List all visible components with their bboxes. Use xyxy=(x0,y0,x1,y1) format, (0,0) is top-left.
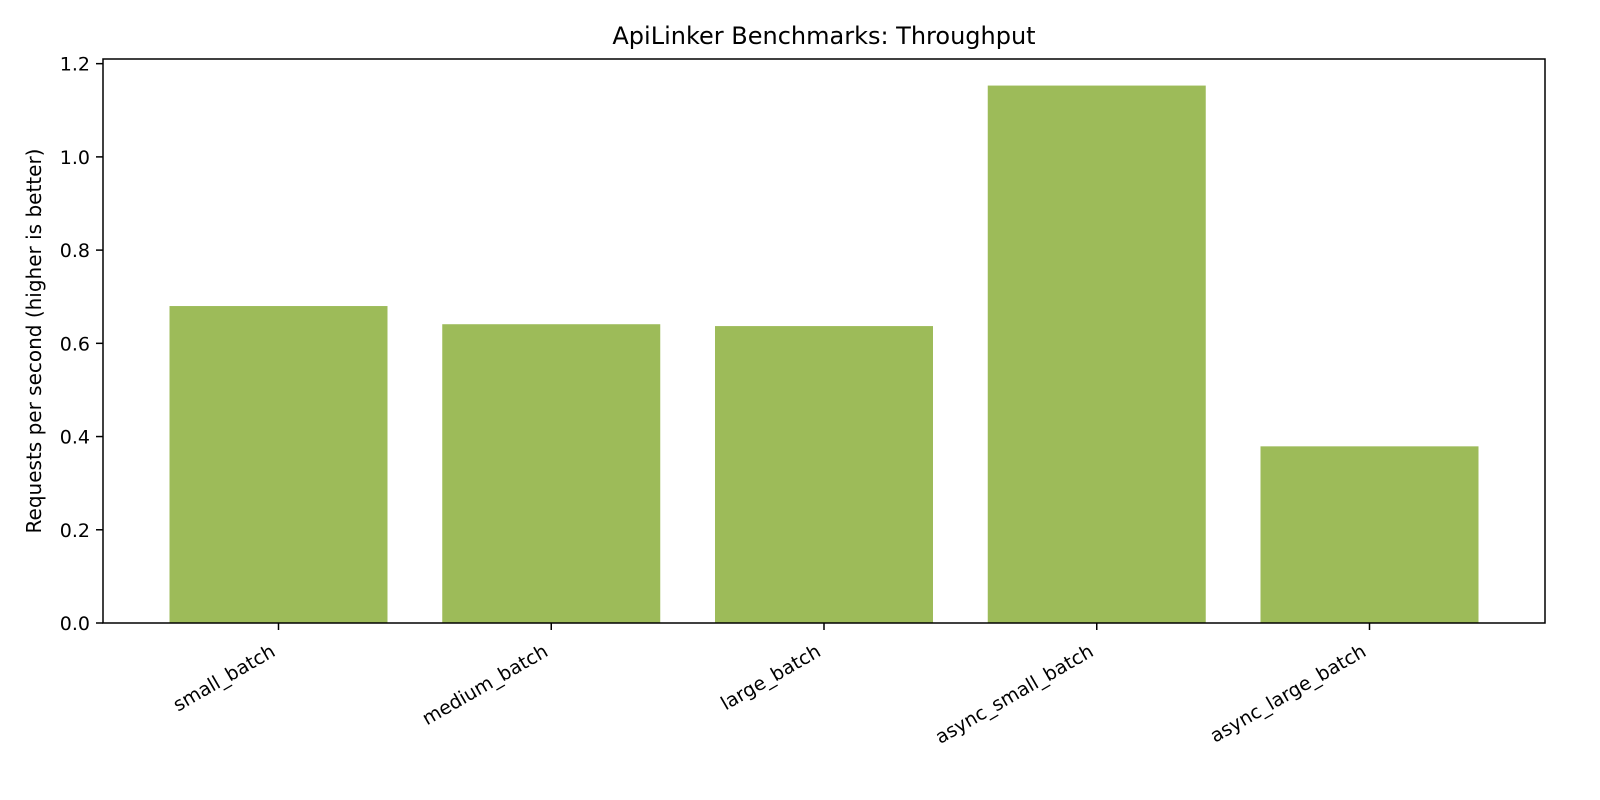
y-tick-label: 0.0 xyxy=(60,613,90,635)
bar-async-large-batch xyxy=(1260,446,1479,623)
x-tick-label: medium_batch xyxy=(418,640,551,730)
y-tick-label: 1.2 xyxy=(60,54,90,76)
bar-medium-batch xyxy=(442,324,661,623)
x-tick-label: small_batch xyxy=(169,640,279,716)
x-tick-label: async_small_batch xyxy=(932,640,1098,748)
y-tick-label: 1.0 xyxy=(60,147,90,169)
y-tick-label: 0.8 xyxy=(60,240,90,262)
bars-group xyxy=(169,85,1479,623)
y-tick-label: 0.2 xyxy=(60,520,90,542)
x-tick-label: async_large_batch xyxy=(1207,640,1370,747)
y-axis-label: Requests per second (higher is better) xyxy=(22,149,46,534)
bar-large-batch xyxy=(715,326,933,623)
bar-async-small-batch xyxy=(987,85,1206,623)
bar-small-batch xyxy=(169,306,388,623)
y-tick-label: 0.6 xyxy=(60,333,90,355)
y-tick-label: 0.4 xyxy=(60,427,90,449)
x-axis: small_batch medium_batch large_batch async_… xyxy=(169,623,1371,749)
x-tick-label: large_batch xyxy=(717,640,824,715)
chart-title: ApiLinker Benchmarks: Throughput xyxy=(612,22,1035,50)
y-axis: 0.0 0.2 0.4 0.6 0.8 1.0 1.2 xyxy=(60,54,103,635)
